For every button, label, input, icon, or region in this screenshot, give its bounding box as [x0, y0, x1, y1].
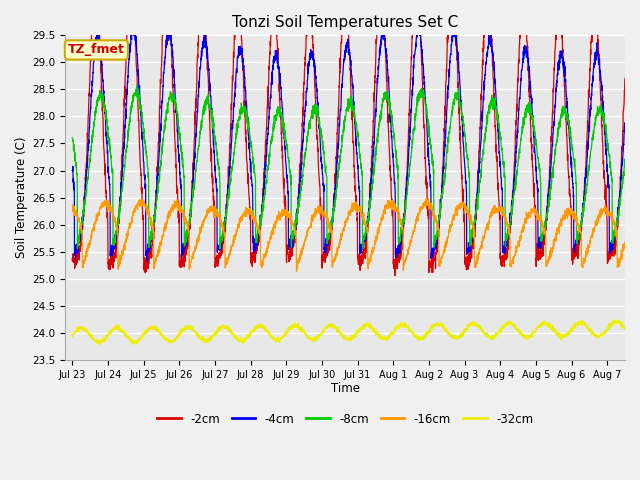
- Y-axis label: Soil Temperature (C): Soil Temperature (C): [15, 137, 28, 258]
- Text: TZ_fmet: TZ_fmet: [68, 44, 125, 57]
- X-axis label: Time: Time: [331, 382, 360, 396]
- Title: Tonzi Soil Temperatures Set C: Tonzi Soil Temperatures Set C: [232, 15, 458, 30]
- Legend: -2cm, -4cm, -8cm, -16cm, -32cm: -2cm, -4cm, -8cm, -16cm, -32cm: [152, 408, 538, 431]
